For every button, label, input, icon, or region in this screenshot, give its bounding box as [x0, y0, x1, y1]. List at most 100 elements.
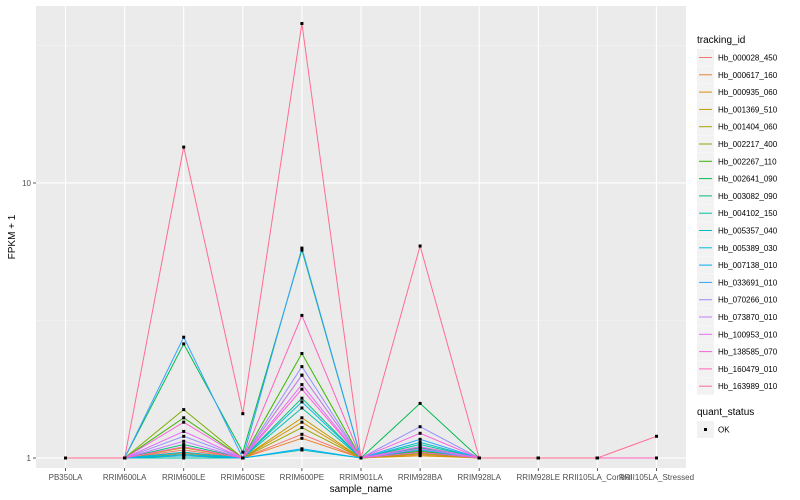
data-point: [300, 383, 304, 387]
data-point: [300, 447, 304, 451]
point-legend-title: quant_status: [697, 407, 754, 418]
legend-label: Hb_073870_010: [718, 313, 778, 322]
data-point: [241, 412, 245, 416]
legend-label: Hb_000935_060: [718, 88, 778, 97]
data-point: [418, 401, 422, 405]
data-point: [300, 22, 304, 25]
data-point: [418, 447, 422, 451]
legend-label: Hb_002267_110: [718, 157, 777, 166]
legend-items: Hb_000028_450 Hb_000617_160 Hb_000935_060 H…: [697, 49, 778, 395]
x-axis: PB350LA RRIM600LA RRIM600LE RRIM600SE RRIM60…: [49, 468, 694, 482]
data-points: [64, 22, 658, 460]
data-point: [300, 432, 304, 436]
legend-title: tracking_id: [697, 35, 745, 46]
legend-label: Hb_033691_010: [718, 278, 778, 287]
data-point: [300, 396, 304, 400]
data-point: [418, 437, 422, 441]
x-tick-label: RRIM901LA: [339, 473, 383, 482]
data-point: [182, 408, 186, 412]
legend-label: Hb_001369_510: [718, 105, 778, 114]
legend-label: Hb_005389_030: [718, 244, 778, 253]
data-point: [182, 335, 186, 339]
y-tick-label: 1: [27, 454, 32, 463]
legend-label: Hb_001404_060: [718, 123, 778, 132]
legend-label: Hb_138585_070: [718, 348, 778, 357]
legend-label: Hb_000028_450: [718, 54, 778, 63]
data-point: [300, 387, 304, 391]
data-point: [418, 431, 422, 435]
x-axis-title: sample_name: [330, 484, 393, 495]
data-point: [182, 450, 186, 454]
legend-label: Hb_163989_010: [718, 382, 778, 391]
data-point: [300, 426, 304, 430]
data-point: [477, 456, 481, 460]
data-point: [300, 400, 304, 404]
data-point: [241, 450, 245, 454]
x-tick-label: RRIM928LA: [457, 473, 501, 482]
data-point: [182, 145, 186, 149]
data-point: [182, 448, 186, 452]
y-axis-title: FPKM + 1: [7, 214, 18, 259]
data-point: [418, 450, 422, 454]
data-point: [595, 456, 599, 460]
legend-label: Hb_100953_010: [718, 330, 778, 339]
x-tick-label: RRII105LA_Control: [563, 473, 633, 482]
legend-label: Hb_000617_160: [718, 71, 778, 80]
point-legend-items: OK: [697, 421, 730, 438]
x-tick-label: RRIM600LA: [103, 473, 147, 482]
data-point: [536, 456, 540, 460]
point-legend-label: OK: [718, 426, 730, 435]
data-point: [418, 445, 422, 449]
data-point: [655, 434, 658, 438]
data-point: [418, 454, 422, 458]
data-point: [182, 439, 186, 443]
data-point: [418, 244, 422, 248]
data-point: [300, 373, 304, 377]
data-point: [300, 352, 304, 355]
data-point: [123, 456, 127, 460]
data-point: [182, 429, 186, 433]
data-point: [418, 440, 422, 444]
data-point: [182, 443, 186, 446]
x-tick-label: PB350LA: [49, 473, 83, 482]
data-point: [300, 436, 304, 440]
legend-label: Hb_004102_150: [718, 209, 778, 218]
data-point: [300, 365, 304, 369]
data-point: [300, 416, 304, 420]
x-tick-label: RRIM600PE: [280, 473, 324, 482]
data-point: [182, 420, 186, 424]
x-tick-label: RRIM928LE: [516, 473, 560, 482]
legend-label: Hb_160479_010: [718, 365, 778, 374]
legend-label: Hb_070266_010: [718, 296, 778, 305]
x-tick-label: RRIM928BA: [398, 473, 443, 482]
data-point: [182, 434, 186, 438]
legend-label: Hb_002641_090: [718, 175, 778, 184]
y-axis: 1 10: [22, 179, 36, 463]
data-point: [300, 246, 304, 250]
data-point: [182, 454, 186, 458]
data-point: [182, 416, 186, 420]
data-point: [300, 248, 304, 252]
data-point: [64, 456, 67, 460]
data-point: [300, 406, 304, 410]
legend: tracking_id Hb_000028_450Hb_000617_160Hb…: [697, 35, 778, 438]
data-point: [182, 445, 186, 449]
legend-label: Hb_005357_040: [718, 227, 778, 236]
x-tick-label: RRIM600LE: [162, 473, 206, 482]
legend-label: Hb_002217_400: [718, 140, 778, 149]
data-point: [418, 443, 422, 446]
data-point: [241, 456, 245, 460]
y-tick-label: 10: [22, 179, 31, 188]
data-point: [655, 456, 658, 460]
x-tick-label: RRII105LA_Stressed: [619, 473, 694, 482]
data-point: [359, 456, 363, 460]
x-tick-label: RRIM600SE: [221, 473, 265, 482]
data-point: [300, 420, 304, 424]
legend-label: Hb_007138_010: [718, 261, 778, 270]
legend-label: Hb_003082_090: [718, 192, 778, 201]
data-point: [418, 425, 422, 429]
data-point: [182, 456, 186, 460]
data-point: [300, 313, 304, 317]
data-point: [182, 342, 186, 346]
